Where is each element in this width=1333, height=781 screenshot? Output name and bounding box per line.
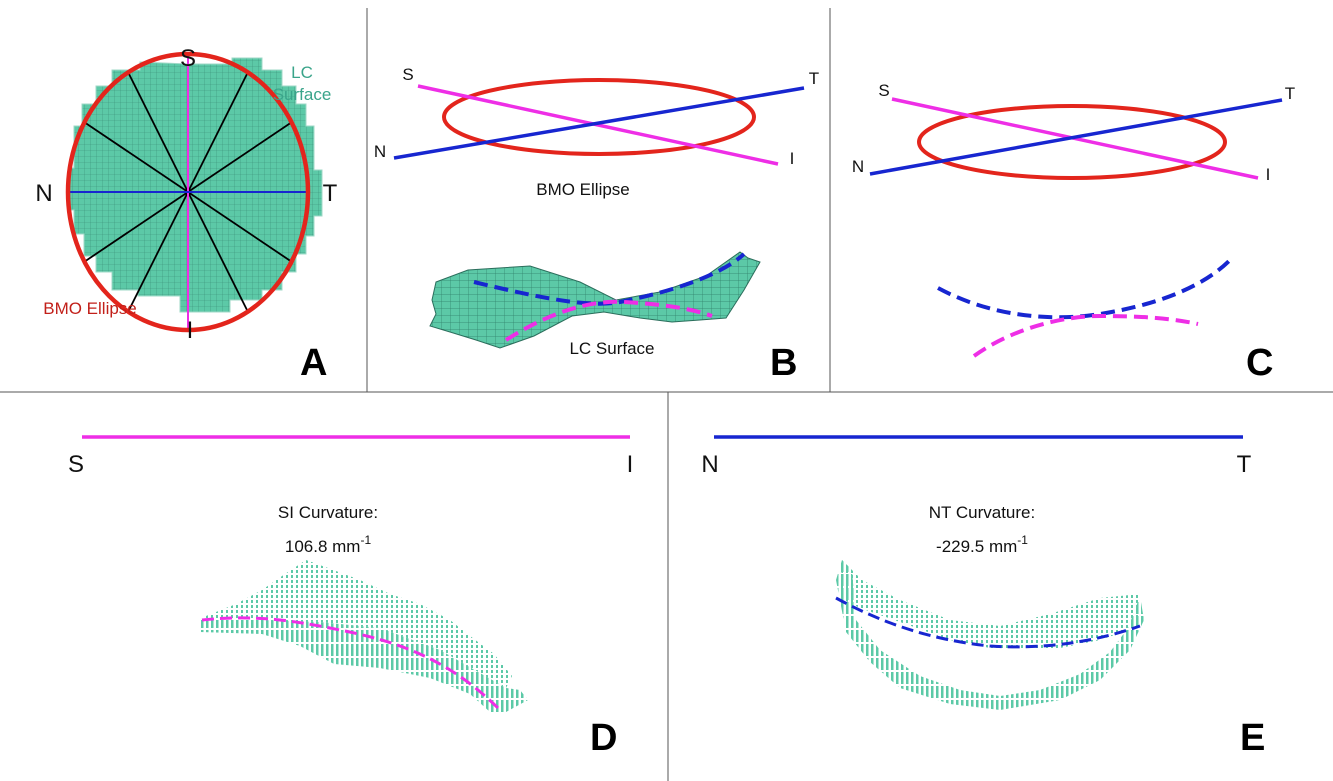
label-n: N [852,157,864,176]
lc-point-cloud-lower [836,560,1144,710]
panel-a: S N T I LC Surface BMO Ellipse A [35,45,337,384]
label-i: I [627,451,634,478]
si-profile-curve [504,299,713,342]
label-t: T [323,180,338,207]
lc-surface-label-1: LC [291,63,313,82]
nt-curvature-exponent: -1 [1017,533,1028,547]
panel-b: S T N I BMO Ellipse LC Surface B [374,65,819,384]
bmo-ellipse [65,51,311,333]
label-s: S [878,81,889,100]
lc-surface-label: LC Surface [569,339,654,358]
panel-letter-d: D [590,717,617,759]
panel-letter-a: A [300,342,327,384]
nt-profile-curve [835,596,1141,649]
nt-profile-curve [937,258,1232,320]
nt-curvature-number: -229.5 mm [936,537,1017,556]
label-n: N [701,451,718,478]
bmo-ellipse [442,78,756,156]
panel-dividers [0,8,1333,781]
lc-point-cloud-upper [840,560,1140,650]
si-curvature-value: 106.8 mm-1 [285,533,372,556]
nt-axis-line [869,98,1283,176]
nt-axis-line [393,86,805,160]
label-s: S [180,45,196,72]
panel-e: N T NT Curvature: -229.5 mm-1 E [701,435,1265,759]
bmo-ellipse [917,104,1227,180]
nt-curvature-title: NT Curvature: [929,503,1035,522]
label-i: I [790,149,795,168]
lc-surface-grid [67,57,323,313]
lc-surface-label-2: Surface [273,85,332,104]
panel-letter-e: E [1240,717,1265,759]
bmo-ellipse-label: BMO Ellipse [536,180,630,199]
si-curvature-number: 106.8 mm [285,537,361,556]
nt-curvature-value: -229.5 mm-1 [936,533,1028,556]
panel-d: S I SI Curvature: 106.8 mm-1 D [68,435,634,759]
label-t: T [1237,451,1252,478]
label-n: N [374,142,386,161]
label-s: S [402,65,413,84]
label-i: I [187,317,194,344]
label-i: I [1266,165,1271,184]
lc-point-cloud-lower [200,620,528,712]
si-axis-line [417,84,779,166]
label-t: T [1285,84,1295,103]
lc-point-cloud-upper [206,560,512,688]
panel-c: S T N I C [852,81,1295,384]
si-profile-curve [972,313,1199,358]
label-n: N [35,180,52,207]
panel-letter-b: B [770,342,797,384]
lc-surface-mesh [429,251,761,349]
label-s: S [68,451,84,478]
label-t: T [809,69,819,88]
si-curvature-exponent: -1 [360,533,371,547]
nt-profile-curve [473,252,746,306]
panel-letter-c: C [1246,342,1273,384]
radial-spokes [83,71,293,313]
si-curvature-title: SI Curvature: [278,503,378,522]
bmo-ellipse-label: BMO Ellipse [43,299,137,318]
